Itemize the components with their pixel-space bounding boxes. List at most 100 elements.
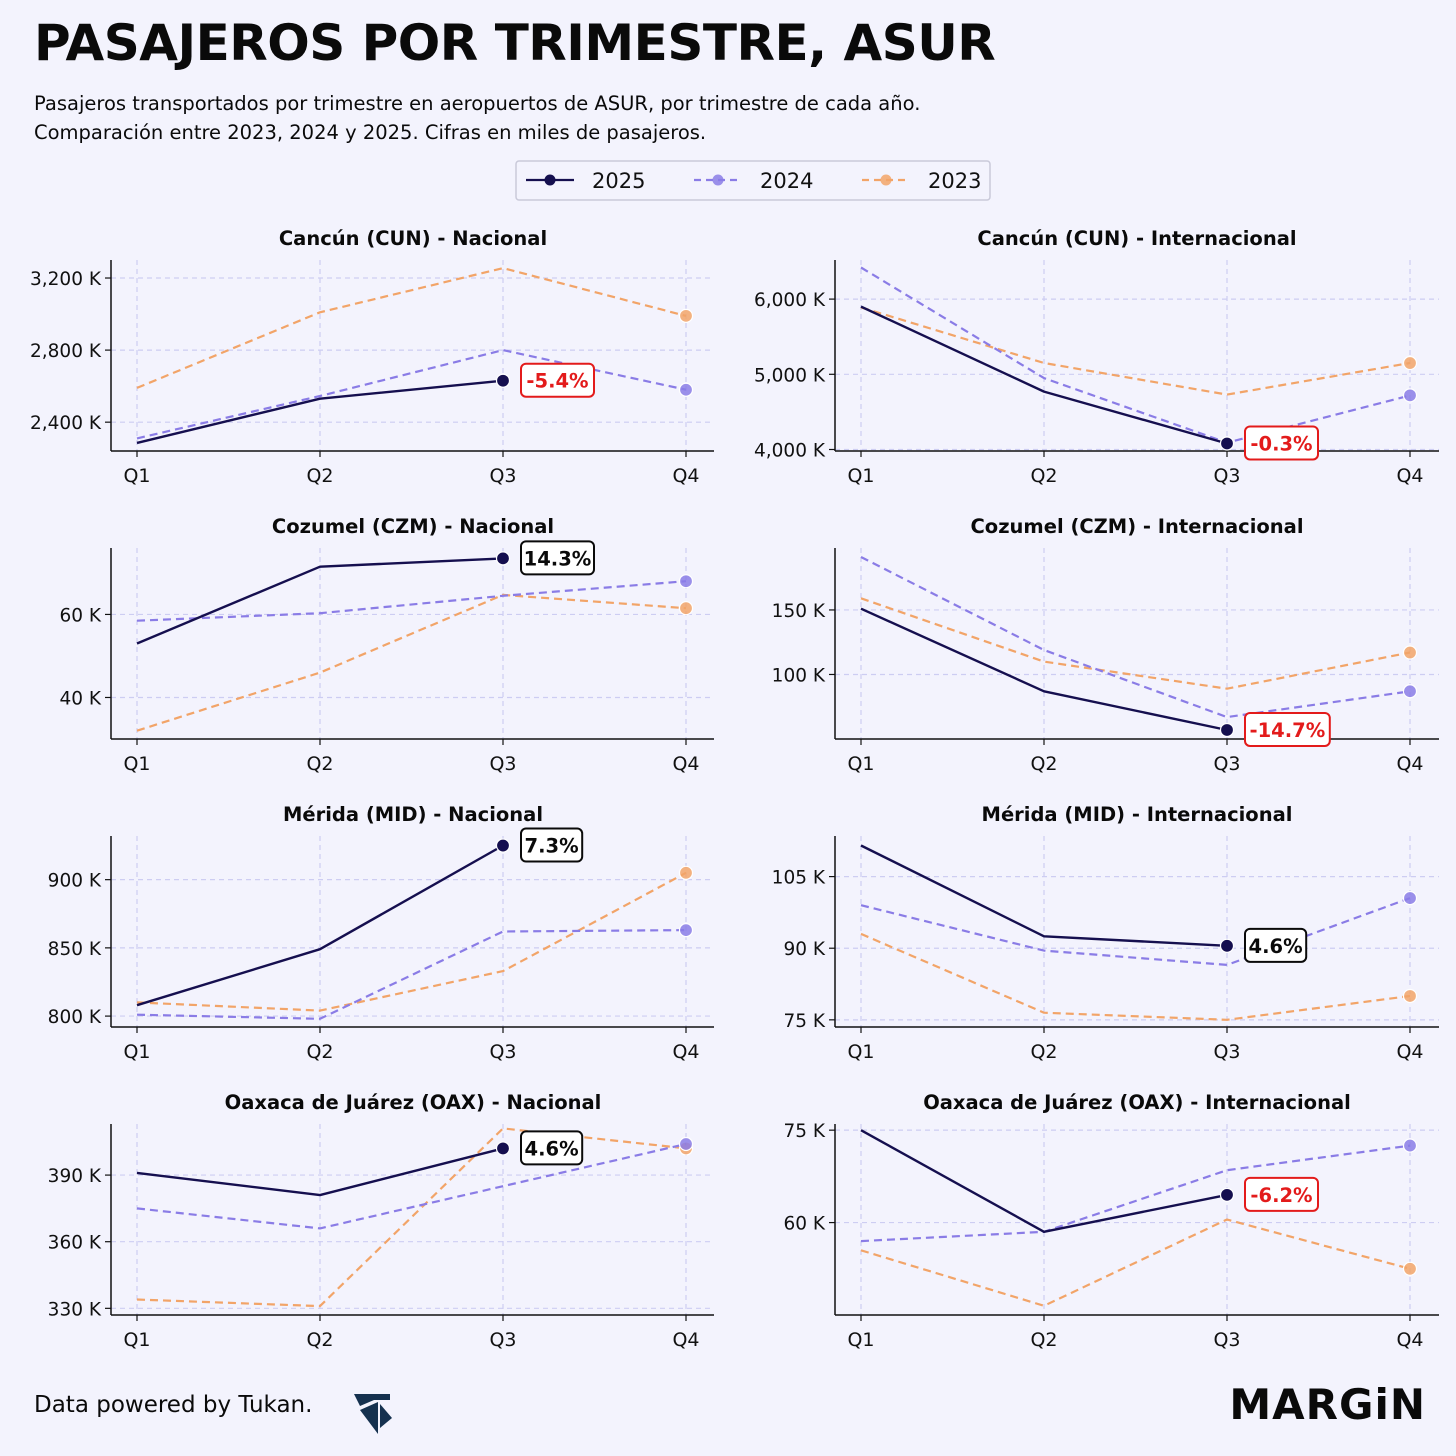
y-tick-label: 150 K bbox=[772, 601, 826, 622]
series-line-2025 bbox=[136, 1147, 504, 1197]
change-badge bbox=[520, 362, 595, 398]
series-end-point-2025 bbox=[495, 1141, 511, 1156]
y-tick-label: 850 K bbox=[48, 939, 102, 960]
x-tick-label: Q4 bbox=[672, 1041, 699, 1063]
y-tick-label: 6,000 K bbox=[754, 290, 826, 311]
panel-5: Mérida (MID) - Nacional 800 K 850 K 900 K Q1… bbox=[48, 803, 714, 1063]
x-tick-label: Q3 bbox=[1213, 1041, 1240, 1063]
series-end-point-2024 bbox=[678, 1136, 694, 1152]
y-tick-label: 900 K bbox=[48, 871, 102, 892]
x-tick-label: Q2 bbox=[306, 1041, 333, 1063]
panel-7: Oaxaca de Juárez (OAX) - Nacional 330 K 36… bbox=[48, 1091, 714, 1351]
y-tick-label: 90 K bbox=[783, 939, 825, 960]
legend-item-2024[interactable]: 2024 bbox=[694, 169, 813, 193]
x-tick-label: Q3 bbox=[1213, 753, 1240, 775]
series-end-point-2024 bbox=[1402, 684, 1418, 699]
series-end-point-2025 bbox=[495, 551, 511, 566]
panel-title: Cancún (CUN) - Nacional bbox=[279, 227, 547, 250]
series-end-point-2023 bbox=[1402, 1261, 1418, 1276]
x-tick-label: Q1 bbox=[123, 465, 150, 487]
x-tick-label: Q1 bbox=[123, 1329, 150, 1351]
x-tick-label: Q3 bbox=[489, 1329, 516, 1351]
series-line-2024 bbox=[136, 349, 687, 440]
series-line-2025 bbox=[136, 379, 504, 445]
page-title: PASAJEROS POR TRIMESTRE, ASUR bbox=[34, 14, 996, 72]
legend-box bbox=[515, 160, 991, 201]
x-tick-label: Q4 bbox=[672, 465, 699, 487]
series-end-point-2025 bbox=[1219, 436, 1235, 451]
subtitle-line-2: Comparación entre 2023, 2024 y 2025. Cif… bbox=[34, 121, 707, 144]
x-tick-label: Q4 bbox=[1396, 1329, 1423, 1351]
tukan-logo-icon bbox=[354, 1394, 392, 1434]
x-tick-label: Q1 bbox=[123, 753, 150, 775]
series-end-point-2025 bbox=[1219, 1187, 1235, 1202]
y-tick-label: 75 K bbox=[783, 1121, 825, 1142]
y-tick-label: 75 K bbox=[783, 1011, 825, 1032]
series-end-point-2025 bbox=[1219, 938, 1235, 953]
series-line-2024 bbox=[136, 929, 687, 1020]
y-tick-label: 40 K bbox=[59, 688, 101, 709]
x-tick-label: Q2 bbox=[1030, 465, 1057, 487]
change-badge-label: -6.2% bbox=[1250, 1184, 1312, 1207]
panel-title: Cozumel (CZM) - Nacional bbox=[272, 515, 554, 538]
panel-3: Cozumel (CZM) - Nacional 40 K 60 K Q1 Q2 Q3 Q4… bbox=[59, 515, 714, 775]
panel-title: Cozumel (CZM) - Internacional bbox=[970, 515, 1303, 538]
series-line-2025 bbox=[136, 844, 504, 1007]
x-tick-label: Q2 bbox=[1030, 1041, 1057, 1063]
series-line-2024 bbox=[136, 580, 687, 622]
legend-label-2024: 2024 bbox=[760, 169, 813, 193]
series-line-2023 bbox=[136, 1127, 687, 1308]
x-tick-label: Q4 bbox=[1396, 753, 1423, 775]
legend-item-2023[interactable]: 2023 bbox=[862, 169, 981, 193]
y-tick-label: 800 K bbox=[48, 1007, 102, 1028]
change-badge-label: 14.3% bbox=[524, 547, 592, 570]
change-badge bbox=[1244, 1176, 1319, 1212]
series-end-point-2024 bbox=[1402, 1138, 1418, 1153]
change-badge bbox=[1244, 425, 1319, 461]
legend-item-2025[interactable]: 2025 bbox=[526, 169, 645, 193]
series-end-point-2024 bbox=[678, 574, 694, 589]
change-badge-label: 4.6% bbox=[1249, 935, 1303, 958]
series-line-2024 bbox=[860, 556, 1411, 719]
series-end-point-2023 bbox=[1402, 645, 1418, 660]
x-tick-label: Q3 bbox=[1213, 1329, 1240, 1351]
source-credit: Data powered by Tukan. bbox=[34, 1392, 313, 1418]
margin-brand-logo: MARGiN bbox=[1229, 1380, 1426, 1429]
series-line-2024 bbox=[136, 1142, 687, 1230]
x-tick-label: Q4 bbox=[1396, 1041, 1423, 1063]
x-tick-label: Q3 bbox=[1213, 465, 1240, 487]
x-tick-label: Q3 bbox=[489, 1041, 516, 1063]
series-line-2024 bbox=[860, 897, 1411, 966]
legend-marker-2023 bbox=[880, 174, 892, 186]
y-tick-label: 2,800 K bbox=[30, 341, 102, 362]
x-tick-label: Q1 bbox=[847, 465, 874, 487]
series-end-point-2024 bbox=[1402, 388, 1418, 403]
legend-label-2023: 2023 bbox=[928, 169, 981, 193]
series-line-2025 bbox=[860, 305, 1228, 445]
y-tick-label: 330 K bbox=[48, 1299, 102, 1320]
x-tick-label: Q1 bbox=[123, 1041, 150, 1063]
legend-marker-2025 bbox=[544, 174, 556, 186]
x-tick-label: Q2 bbox=[1030, 1329, 1057, 1351]
series-end-point-2023 bbox=[1402, 988, 1418, 1004]
series-line-2024 bbox=[860, 1144, 1411, 1243]
x-tick-label: Q3 bbox=[489, 465, 516, 487]
y-tick-label: 3,200 K bbox=[30, 269, 102, 290]
change-badge bbox=[1244, 927, 1308, 963]
legend-marker-2024 bbox=[712, 174, 724, 186]
x-tick-label: Q1 bbox=[847, 753, 874, 775]
panel-6: Mérida (MID) - Internacional 75 K 90 K 105 … bbox=[772, 803, 1439, 1063]
series-line-2024 bbox=[860, 266, 1411, 444]
y-tick-label: 5,000 K bbox=[754, 365, 826, 386]
change-badge-label: -0.3% bbox=[1250, 432, 1312, 455]
y-tick-label: 360 K bbox=[48, 1233, 102, 1254]
x-tick-label: Q2 bbox=[1030, 753, 1057, 775]
series-line-2023 bbox=[136, 593, 687, 732]
panel-8: Oaxaca de Juárez (OAX) - Internacional 60… bbox=[783, 1091, 1439, 1351]
series-line-2023 bbox=[860, 306, 1411, 396]
x-tick-label: Q2 bbox=[306, 1329, 333, 1351]
x-tick-label: Q4 bbox=[1396, 465, 1423, 487]
series-end-point-2023 bbox=[1402, 355, 1418, 371]
series-line-2025 bbox=[860, 844, 1228, 947]
series-end-point-2025 bbox=[1219, 722, 1235, 738]
